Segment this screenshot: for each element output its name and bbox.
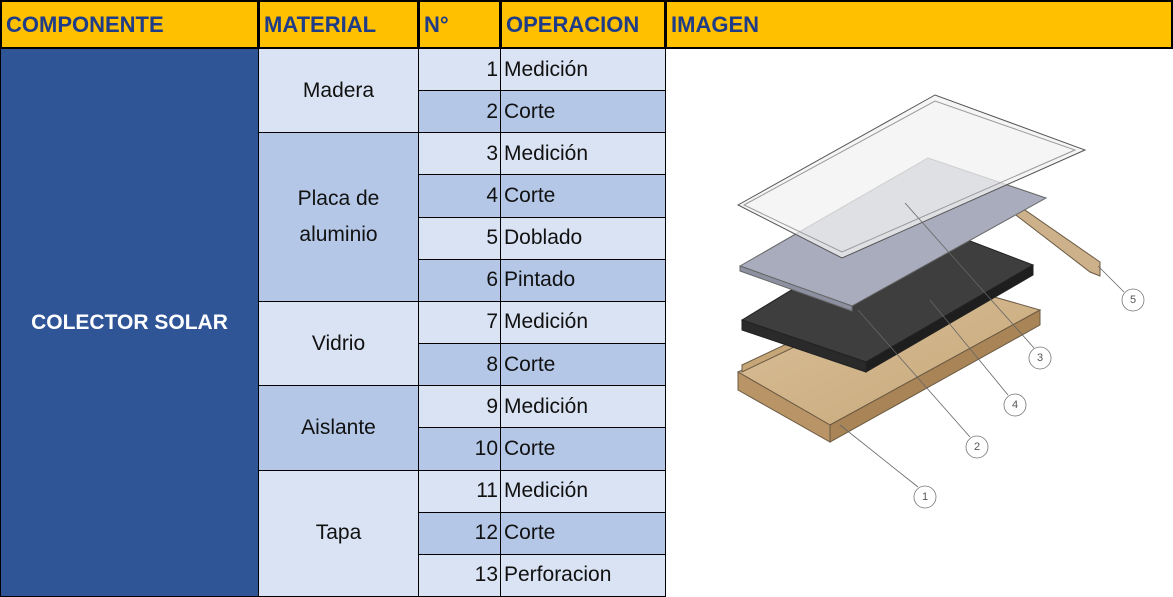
header-cell: MATERIAL (258, 0, 419, 49)
component-cell: COLECTOR SOLAR (0, 48, 259, 597)
operation-cell: Corte (500, 90, 666, 134)
number-cell: 7 (418, 300, 501, 345)
material-cell: Vidrio (258, 300, 419, 387)
operation-cell: Medición (500, 48, 666, 92)
number-cell: 8 (418, 343, 501, 387)
operation-cell: Corte (500, 174, 666, 218)
material-cell: Madera (258, 48, 419, 134)
material-cell: Aislante (258, 385, 419, 471)
operation-cell: Corte (500, 343, 666, 387)
header-cell: OPERACION (500, 0, 666, 49)
callout: 5 (1130, 294, 1136, 306)
header-cell: N° (418, 0, 501, 49)
operation-cell: Doblado (500, 216, 666, 260)
operation-cell: Medición (500, 385, 666, 429)
number-cell: 10 (418, 427, 501, 471)
exploded-diagram: 5 3 4 2 1 (736, 94, 1145, 509)
callout: 2 (974, 441, 980, 453)
operation-cell: Medición (500, 469, 666, 513)
callout: 4 (1012, 399, 1018, 411)
operation-cell: Pintado (500, 258, 666, 302)
operation-cell: Medición (500, 132, 666, 176)
operation-cell: Perforacion (500, 553, 666, 597)
number-cell: 12 (418, 511, 501, 555)
callout: 1 (922, 491, 928, 503)
callout: 3 (1037, 352, 1043, 364)
number-cell: 4 (418, 174, 501, 218)
operation-cell: Medición (500, 300, 666, 345)
material-cell: Tapa (258, 469, 419, 597)
header-cell: IMAGEN (665, 0, 1173, 49)
number-cell: 5 (418, 216, 501, 260)
number-cell: 11 (418, 469, 501, 513)
number-cell: 9 (418, 385, 501, 429)
number-cell: 13 (418, 553, 501, 597)
operation-cell: Corte (500, 511, 666, 555)
number-cell: 3 (418, 132, 501, 176)
number-cell: 6 (418, 258, 501, 302)
header-cell: COMPONENTE (0, 0, 259, 49)
operation-cell: Corte (500, 427, 666, 471)
material-cell: Placa de aluminio (258, 132, 419, 302)
number-cell: 1 (418, 48, 501, 92)
number-cell: 2 (418, 90, 501, 134)
